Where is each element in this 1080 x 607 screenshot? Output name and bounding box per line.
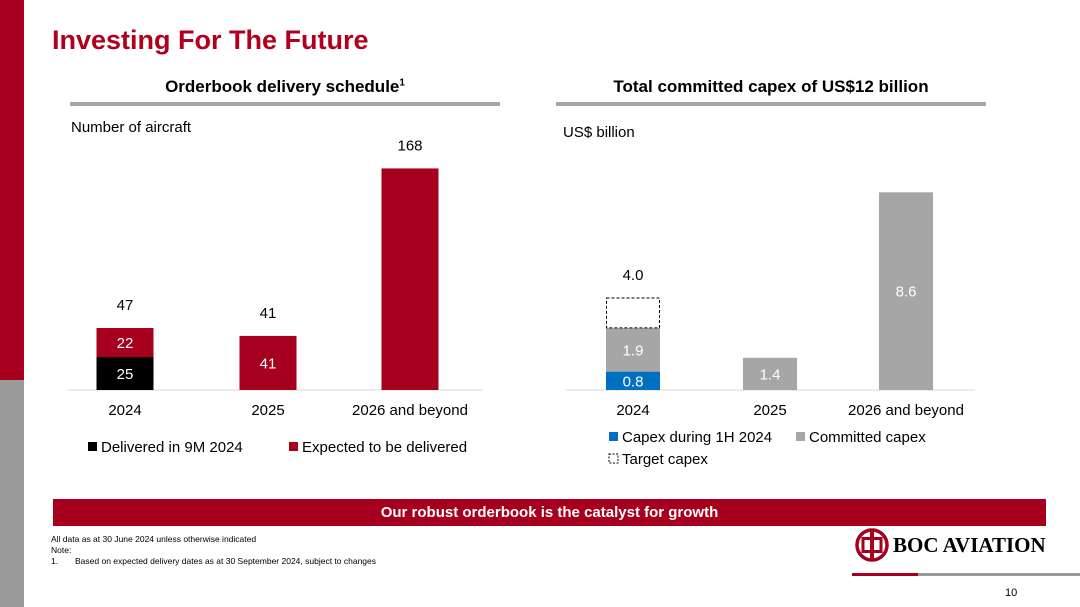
total-label: 47 <box>117 297 134 314</box>
orderbook-chart-title-text: Orderbook delivery schedule <box>165 77 400 96</box>
data-label: 1.9 <box>623 342 644 359</box>
legend-label: Capex during 1H 2024 <box>622 429 772 446</box>
legend-swatch <box>88 442 97 451</box>
bar-delivered-in-9m-2024-0 <box>96 357 154 390</box>
data-label: 8.6 <box>896 284 917 301</box>
bar-expected-to-be-delivered-2 <box>381 168 439 390</box>
bar-target-capex-0 <box>606 297 660 329</box>
data-label: 0.8 <box>623 373 644 390</box>
banner-message: Our robust orderbook is the catalyst for… <box>53 499 1046 526</box>
legend-label: Target capex <box>622 451 708 468</box>
boc-logo-icon <box>855 528 889 562</box>
logo-text: BOC AVIATION <box>893 533 1046 557</box>
legend-label: Delivered in 9M 2024 <box>101 439 243 456</box>
logo-rule-grey <box>918 573 1080 576</box>
legend-swatch <box>608 453 619 464</box>
data-label: 22 <box>117 335 134 352</box>
legend-swatch <box>609 432 618 441</box>
orderbook-title-rule <box>70 102 500 106</box>
x-tick-label: 2025 <box>251 402 284 419</box>
x-tick-label: 2024 <box>616 402 649 419</box>
x-tick-label: 2026 and beyond <box>352 402 468 419</box>
x-tick-label: 2026 and beyond <box>848 402 964 419</box>
capex-chart-title: Total committed capex of US$12 billion <box>613 77 929 96</box>
orderbook-y-unit: Number of aircraft <box>71 119 192 136</box>
logo-rule-red <box>852 573 918 576</box>
legend-swatch <box>289 442 298 451</box>
total-label: 4.0 <box>623 267 644 284</box>
bar-committed-capex-2 <box>879 192 933 390</box>
capex-y-unit: US$ billion <box>563 124 635 141</box>
page-title: Investing For The Future <box>52 25 369 55</box>
bar-committed-capex-1 <box>743 357 797 390</box>
capex-title-rule <box>556 102 986 106</box>
data-label: 41 <box>260 355 277 372</box>
sidebar-accent-red <box>0 0 24 380</box>
footnote-line-1: All data as at 30 June 2024 unless other… <box>51 534 257 544</box>
data-label: 25 <box>117 366 134 383</box>
bar-expected-to-be-delivered-0 <box>96 328 154 358</box>
bar-expected-to-be-delivered-1 <box>239 335 297 390</box>
total-label: 41 <box>260 305 277 322</box>
footnote-marker: 1 <box>399 77 405 89</box>
legend-swatch <box>796 432 805 441</box>
footnote-line-2: Note: <box>51 545 72 555</box>
bar-committed-capex-0 <box>606 327 660 372</box>
legend-label: Committed capex <box>809 429 926 446</box>
total-label: 168 <box>397 137 422 154</box>
footnote-line-3: Based on expected delivery dates as at 3… <box>75 556 377 566</box>
data-label: 1.4 <box>760 366 781 383</box>
bar-capex-during-1h-2024-0 <box>606 371 660 390</box>
page-number: 10 <box>1005 587 1018 599</box>
orderbook-chart-title: Orderbook delivery schedule1 <box>70 77 500 97</box>
x-tick-label: 2025 <box>753 402 786 419</box>
footnote-number: 1. <box>51 556 59 566</box>
sidebar-accent-grey <box>0 380 24 607</box>
legend-label: Expected to be delivered <box>302 439 467 456</box>
x-tick-label: 2024 <box>108 402 141 419</box>
